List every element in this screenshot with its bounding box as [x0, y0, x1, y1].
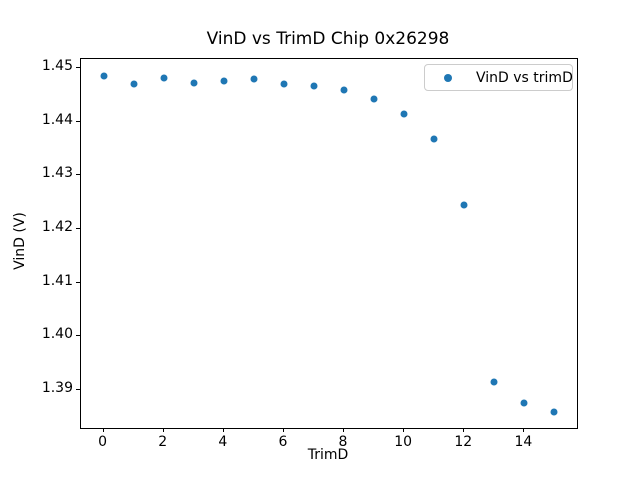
data-point — [460, 201, 468, 209]
x-tick-label: 6 — [278, 434, 288, 450]
y-tick-mark — [76, 335, 80, 337]
y-axis-label: VinD (V) — [12, 212, 28, 270]
x-tick-mark — [463, 428, 465, 432]
y-tick-mark — [76, 281, 80, 283]
x-axis-label: TrimD — [307, 447, 349, 463]
y-tick-mark — [76, 388, 80, 390]
data-point — [430, 135, 438, 143]
x-tick-mark — [222, 428, 224, 432]
y-tick-mark — [76, 228, 80, 230]
data-point — [280, 80, 288, 88]
data-point — [550, 408, 558, 416]
data-point — [220, 77, 228, 85]
y-tick-mark — [76, 67, 80, 69]
data-point — [190, 79, 198, 87]
x-tick-label: 8 — [338, 434, 348, 450]
y-tick-label: 1.39 — [41, 379, 73, 396]
x-tick-mark — [282, 428, 284, 432]
legend-scatter-marker-icon — [444, 73, 452, 82]
y-tick-label: 1.44 — [41, 111, 73, 128]
x-tick-label: 12 — [454, 434, 473, 450]
x-tick-label: 14 — [514, 434, 533, 450]
plot-area: VinD vs trimD — [80, 58, 578, 429]
x-tick-mark — [403, 428, 405, 432]
x-tick-label: 2 — [158, 434, 168, 450]
x-tick-label: 0 — [98, 434, 107, 450]
data-point — [520, 399, 528, 407]
x-tick-mark — [162, 428, 164, 432]
legend-label: VinD vs trimD — [476, 69, 573, 86]
y-tick-label: 1.43 — [41, 165, 73, 182]
data-point — [160, 74, 168, 82]
data-point — [490, 378, 498, 386]
y-tick-mark — [76, 174, 80, 176]
y-tick-label: 1.45 — [41, 58, 73, 75]
data-point — [130, 80, 138, 88]
data-point — [250, 75, 258, 83]
x-tick-mark — [343, 428, 345, 432]
data-point — [310, 82, 318, 90]
data-point — [340, 86, 348, 94]
data-point — [400, 110, 408, 118]
chart-title: VinD vs TrimD Chip 0x26298 — [206, 29, 450, 49]
x-tick-label: 10 — [394, 434, 413, 450]
x-tick-mark — [523, 428, 525, 432]
legend: VinD vs trimD — [424, 64, 573, 91]
y-tick-mark — [76, 120, 80, 122]
y-tick-label: 1.40 — [41, 326, 73, 343]
y-tick-label: 1.42 — [41, 219, 73, 236]
y-tick-label: 1.41 — [41, 272, 73, 289]
x-tick-label: 4 — [218, 434, 228, 450]
x-tick-mark — [102, 428, 104, 432]
data-point — [370, 95, 378, 103]
data-point — [100, 72, 108, 80]
